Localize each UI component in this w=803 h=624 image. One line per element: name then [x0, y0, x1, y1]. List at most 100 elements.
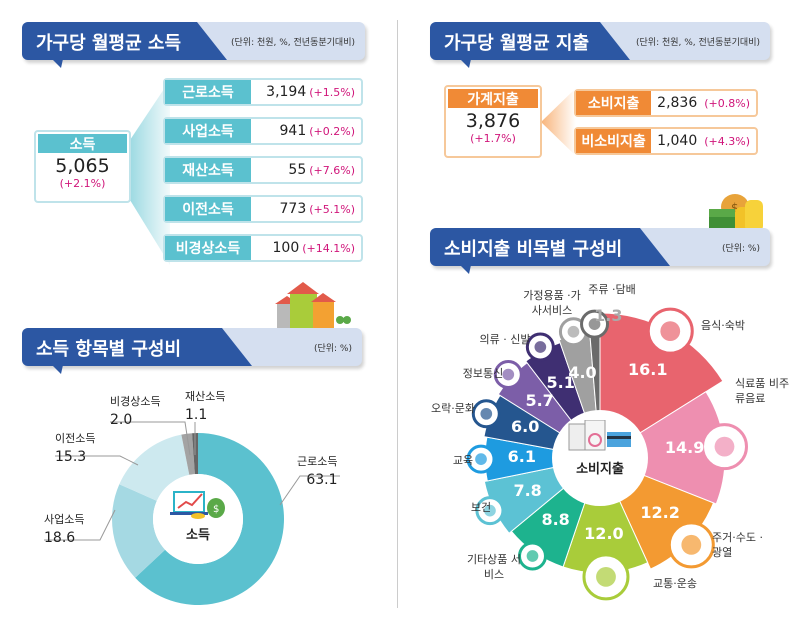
donut-category: 이전소득: [55, 432, 96, 445]
income-title: 가구당 월평균 소득: [36, 33, 182, 54]
expense-item-label: 비소비지출: [576, 129, 652, 153]
polar-value-label: 14.9: [664, 438, 705, 458]
donut-value: 15.3: [55, 449, 87, 465]
appliance-icon-glyph: [567, 325, 580, 338]
donut-category: 재산소득: [185, 390, 226, 403]
expense-item: 소비지출 2,836 (+0.8%): [574, 89, 758, 117]
houses-icon: [275, 282, 351, 328]
donut-value: 1.1: [185, 407, 208, 423]
polar-value-label: 5.7: [525, 391, 554, 411]
income-center: $ 소득: [165, 490, 231, 543]
laptop-money-icon: $: [170, 491, 225, 519]
clothes-icon-glyph: [534, 341, 547, 353]
income-total-value: 5,065: [55, 155, 110, 177]
income-item-value: 55: [288, 162, 307, 178]
income-comp-header: 소득 항목별 구성비 (단위: %): [22, 328, 362, 374]
income-total-change: (+2.1%): [59, 177, 106, 190]
polar-value-label: 8.8: [541, 510, 570, 530]
donut-value: 63.1: [306, 472, 338, 488]
leader-line: [55, 455, 139, 466]
svg-text:$: $: [213, 504, 219, 515]
section-divider: [397, 20, 398, 608]
polar-category-label: 보건: [470, 501, 492, 514]
consumption-center-label: 소비지출: [576, 462, 624, 477]
polar-value-label: 6.0: [511, 416, 540, 436]
income-item-value: 100: [272, 240, 300, 256]
expense-total-label: 가계지출: [448, 89, 538, 108]
first-aid-icon-glyph: [484, 504, 496, 517]
consumption-title: 소비지출 비목별 구성비: [444, 239, 623, 260]
expense-item: 비소비지출 1,040 (+4.3%): [574, 127, 758, 155]
donut-label: 사업소득 18.6: [44, 511, 84, 547]
polar-value-label: 5.1: [546, 372, 575, 392]
donut-category: 사업소득: [44, 513, 85, 526]
donut-slice-1: [111, 484, 166, 578]
income-total-label: 소득: [38, 134, 127, 153]
consumption-polar-chart: [466, 307, 748, 601]
income-header: 가구당 월평균 소득 (단위: 천원, %, 전년동분기대비): [22, 22, 365, 68]
donut-value: 18.6: [44, 530, 76, 546]
income-item-value: 941: [279, 123, 307, 139]
income-center-label: 소득: [186, 528, 210, 543]
donut-slice-0: [135, 433, 284, 605]
polar-value-label: 4.0: [568, 362, 597, 382]
bottle-icon-glyph: [588, 318, 601, 330]
income-item: 비경상소득 100 (+14.1%): [163, 234, 363, 262]
income-item-label: 이전소득: [165, 197, 251, 221]
income-item: 재산소득 55 (+7.6%): [163, 156, 363, 184]
expense-total-box: 가계지출 3,876 (+1.7%): [444, 85, 542, 158]
expense-title: 가구당 월평균 지출: [444, 33, 590, 54]
polar-category-label: 음식·숙박: [701, 319, 745, 332]
consumption-header: 소비지출 비목별 구성비 (단위: %): [430, 228, 770, 274]
graduation-icon-glyph: [475, 453, 487, 465]
leader-line: [44, 509, 116, 541]
donut-label: 재산소득 1.1: [185, 388, 225, 424]
phone-icon-glyph: [502, 368, 515, 381]
expense-item-value: 1,040: [657, 133, 698, 149]
polar-category-label: 가정용품 ·가사서비스: [523, 289, 581, 317]
expense-item-change: (+4.3%): [704, 134, 750, 148]
donut-label: 이전소득 15.3: [55, 430, 95, 466]
income-item-change: (+0.2%): [309, 124, 355, 138]
expense-item-change: (+0.8%): [704, 96, 750, 110]
polar-value-label: 12.2: [640, 503, 680, 523]
expense-unit: (단위: 천원, %, 전년동분기대비): [636, 38, 760, 48]
income-item-label: 재산소득: [165, 158, 251, 182]
donut-category: 근로소득: [297, 455, 338, 468]
income-item-change: (+7.6%): [309, 163, 355, 177]
income-total-box: 소득 5,065 (+2.1%): [34, 130, 131, 203]
income-fan: [130, 80, 170, 265]
expense-item-label: 소비지출: [576, 91, 652, 115]
money-bag-coins-icon: $: [709, 194, 763, 233]
expense-item-value: 2,836: [657, 95, 698, 111]
polar-category-label: 오락·문화: [431, 402, 475, 415]
income-unit: (단위: 천원, %, 전년동분기대비): [231, 38, 355, 48]
polar-value-label: 16.1: [628, 359, 668, 379]
food-plate-icon-glyph: [660, 321, 681, 342]
expense-total-change: (+1.7%): [470, 132, 516, 145]
income-item: 근로소득 3,194 (+1.5%): [163, 78, 363, 106]
income-item: 이전소득 773 (+5.1%): [163, 195, 363, 223]
polar-value-label: 12.0: [584, 524, 624, 544]
polar-value-label: 1.3: [594, 306, 623, 326]
income-item-change: (+14.1%): [302, 241, 355, 255]
game-controller-icon-glyph: [480, 407, 493, 420]
income-item-value: 3,194: [266, 84, 307, 100]
donut-slice-2: [119, 434, 190, 501]
polar-category-label: 교통·운송: [653, 577, 697, 590]
income-item-change: (+5.1%): [309, 202, 355, 216]
car-icon-glyph: [596, 566, 616, 587]
leader-line: [110, 421, 191, 456]
income-comp-title: 소득 항목별 구성비: [36, 339, 182, 360]
polar-value-label: 7.8: [513, 480, 542, 500]
consumption-center: 소비지출: [560, 419, 640, 477]
polar-category-label: 교육: [452, 454, 474, 467]
polar-category-label: 기타상품 서비스: [466, 553, 522, 581]
house-icon-glyph: [681, 534, 702, 555]
grocery-icon-glyph: [714, 436, 735, 457]
expense-header: 가구당 월평균 지출 (단위: 천원, %, 전년동분기대비): [430, 22, 770, 68]
polar-category-label: 식료품 비주류음료: [735, 377, 790, 405]
income-item-change: (+1.5%): [309, 85, 355, 99]
income-comp-unit: (단위: %): [313, 344, 352, 354]
bag-icon-glyph: [526, 550, 539, 562]
